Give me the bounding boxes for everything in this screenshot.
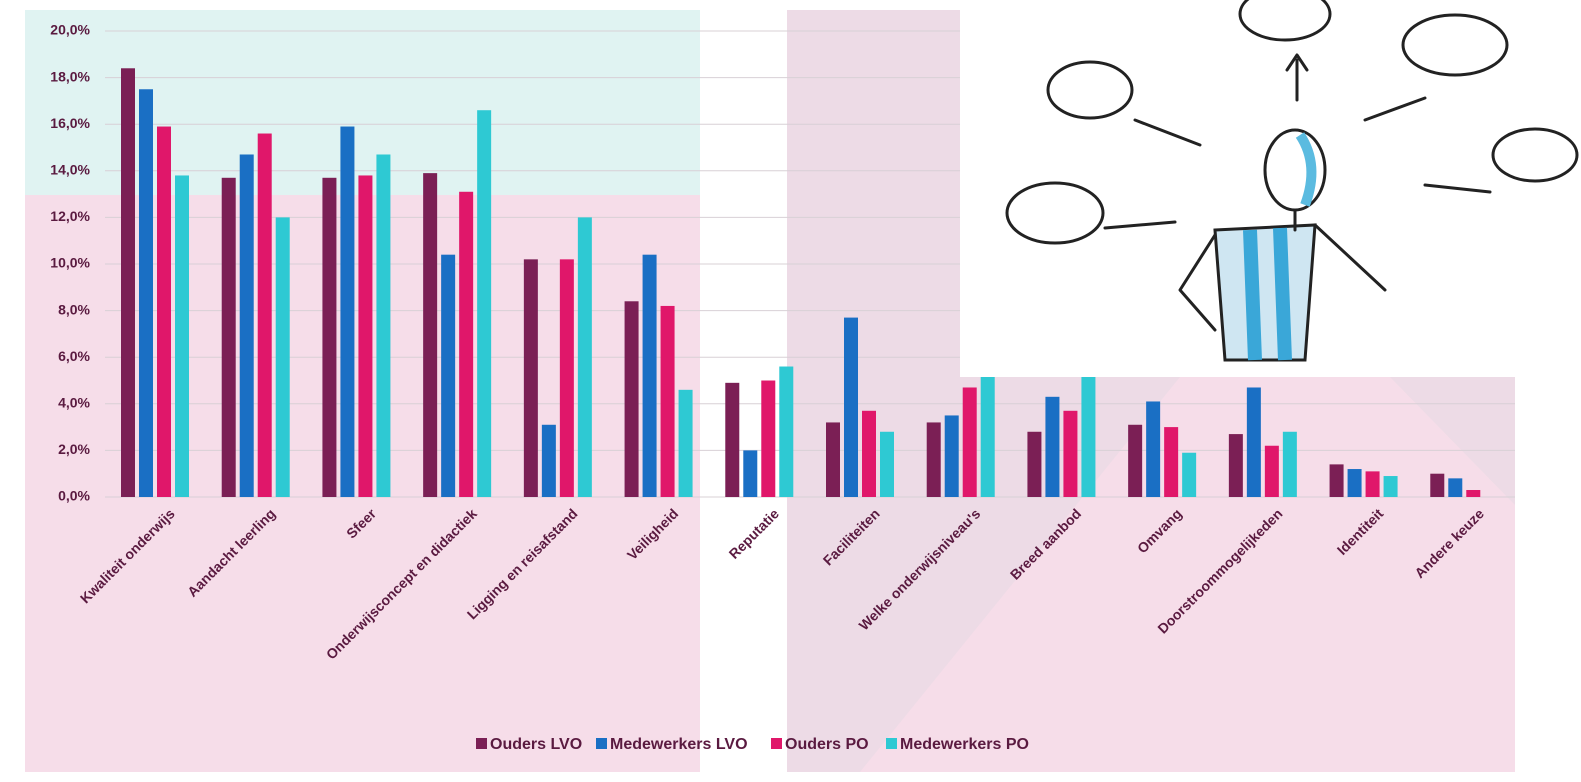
bar [257, 133, 272, 497]
bar [477, 110, 492, 497]
background-panel [25, 10, 700, 195]
legend-label: Medewerkers LVO [610, 736, 748, 753]
bar [559, 259, 574, 497]
bar [1282, 431, 1297, 497]
bar [322, 177, 337, 498]
bar [1383, 476, 1398, 497]
bar [459, 191, 474, 497]
bar [376, 154, 391, 498]
legend-swatch [476, 738, 487, 749]
bar [340, 126, 355, 497]
bar [1329, 464, 1344, 497]
y-tick-label: 16,0% [50, 115, 90, 131]
bar [423, 173, 438, 497]
bar [577, 217, 592, 497]
bar [541, 424, 556, 497]
bar [1027, 431, 1042, 497]
bar [1347, 469, 1362, 497]
bar [1128, 424, 1143, 497]
bar [121, 68, 135, 497]
y-tick-label: 2,0% [58, 441, 90, 457]
bar [624, 301, 639, 497]
bar [826, 422, 840, 497]
bar [725, 382, 740, 497]
y-tick-label: 18,0% [50, 68, 90, 84]
legend-label: Medewerkers PO [900, 736, 1029, 753]
bar [221, 177, 236, 498]
bar [358, 175, 373, 497]
bar [642, 254, 657, 497]
bar [1466, 490, 1481, 497]
bar [1045, 396, 1060, 497]
bar [761, 380, 776, 497]
legend-label: Ouders LVO [490, 736, 582, 753]
bar [862, 410, 876, 497]
y-tick-label: 0,0% [58, 488, 90, 504]
bar [239, 154, 254, 498]
bar [1365, 471, 1380, 497]
bar [275, 217, 290, 497]
y-tick-label: 12,0% [50, 208, 90, 224]
bar [1063, 410, 1078, 497]
bar [1146, 401, 1161, 497]
bar [1164, 427, 1179, 497]
bar [523, 259, 538, 497]
y-tick-label: 10,0% [50, 255, 90, 271]
bar [157, 126, 171, 497]
bar [441, 254, 456, 497]
bar [962, 387, 977, 497]
legend-swatch [886, 738, 897, 749]
bar [175, 175, 189, 497]
bar [660, 305, 675, 497]
y-tick-label: 14,0% [50, 162, 90, 178]
y-tick-label: 4,0% [58, 395, 90, 411]
bar [844, 317, 858, 497]
bar [139, 89, 153, 497]
bar [1081, 375, 1096, 497]
bar [926, 422, 941, 497]
bar [880, 431, 894, 497]
legend-swatch [771, 738, 782, 749]
y-tick-label: 8,0% [58, 301, 90, 317]
y-tick-label: 6,0% [58, 348, 90, 364]
illustration [960, 0, 1581, 377]
legend-swatch [596, 738, 607, 749]
bar [980, 375, 995, 497]
y-tick-label: 20,0% [50, 22, 90, 38]
bar [1430, 473, 1445, 497]
bar [678, 389, 693, 497]
legend-label: Ouders PO [785, 736, 869, 753]
bar [1182, 452, 1197, 497]
bar [1246, 387, 1261, 497]
bar [1264, 445, 1279, 497]
bar [743, 450, 758, 497]
bar [779, 366, 794, 497]
bar [1228, 434, 1243, 497]
bar [1448, 478, 1463, 497]
bar [944, 415, 959, 497]
